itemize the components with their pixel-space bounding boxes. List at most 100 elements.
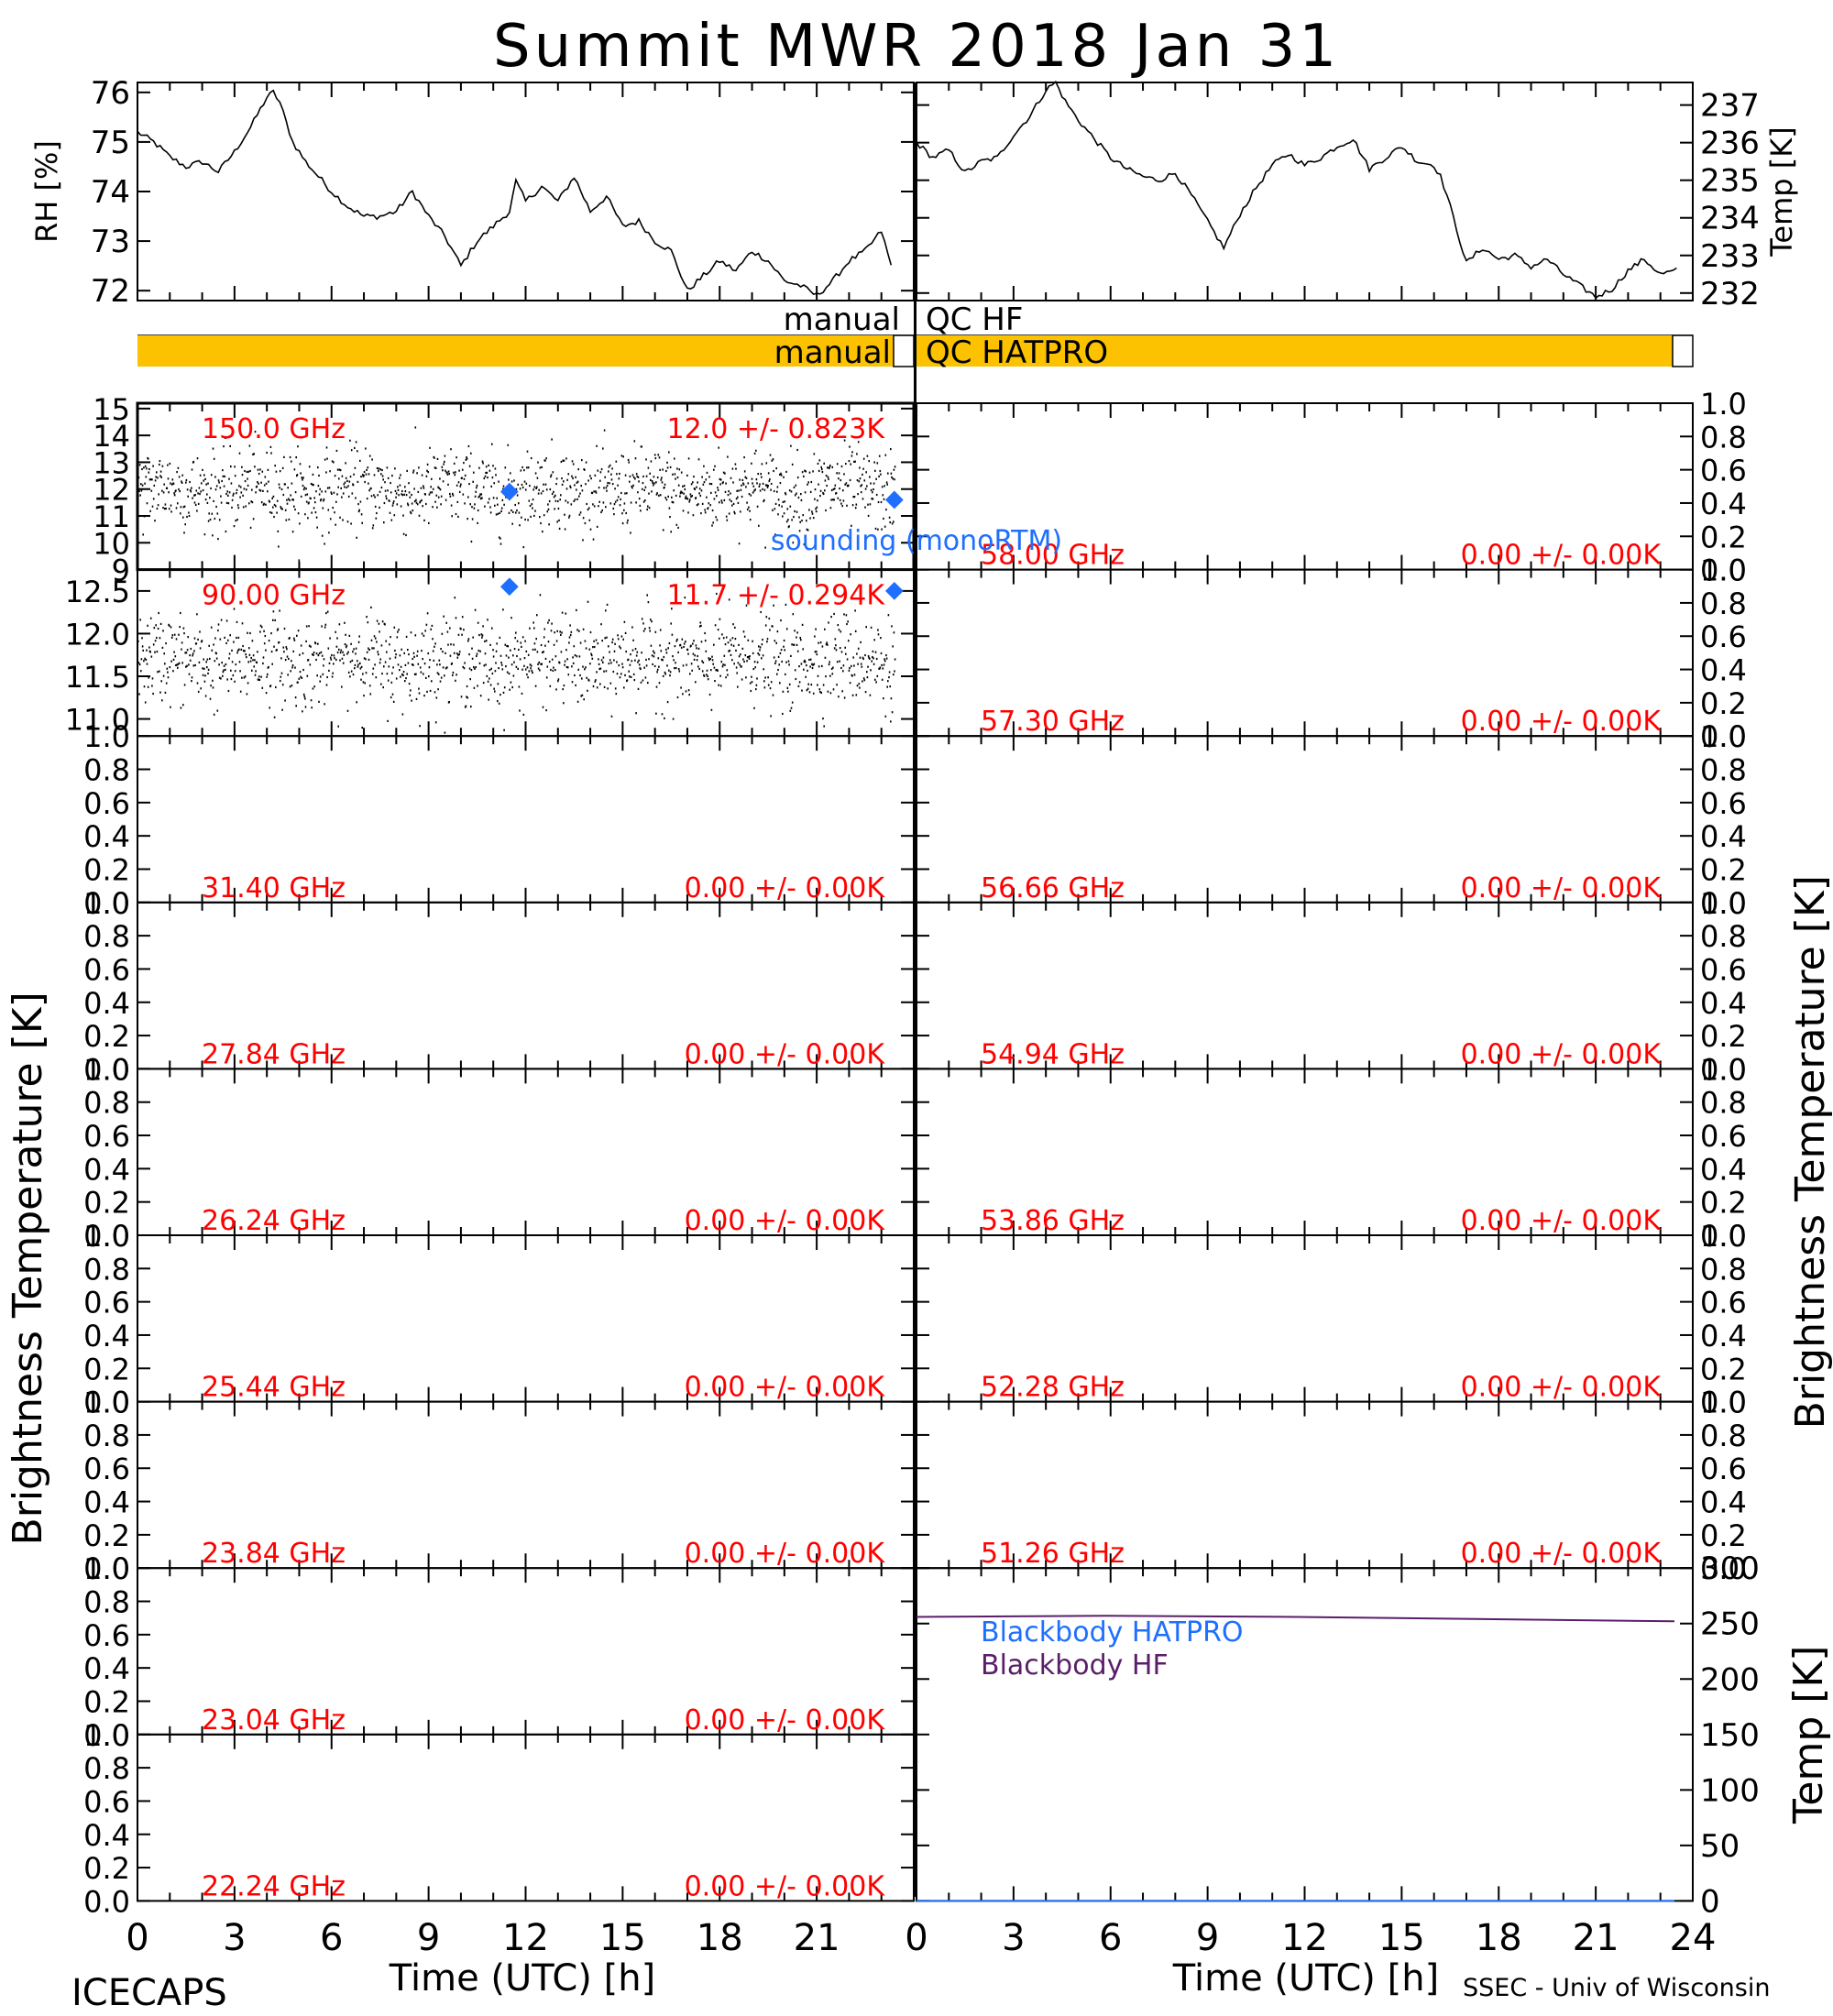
tb-scatter-point xyxy=(443,463,445,466)
tb-scatter-point xyxy=(611,638,614,641)
tb-scatter-point xyxy=(623,686,625,689)
tb-scatter-point xyxy=(682,693,684,696)
tb-scatter-point xyxy=(719,483,721,486)
tb-scatter-1 xyxy=(137,592,896,734)
tb-scatter-point xyxy=(597,469,599,472)
tb-scatter-point xyxy=(627,519,629,521)
tb-scatter-point xyxy=(215,652,217,655)
tb-scatter-point xyxy=(329,656,332,659)
tb-scatter-point xyxy=(423,485,424,488)
tb-scatter-point xyxy=(347,651,349,653)
tb-left-axis-ytick-label: 0.6 xyxy=(83,1452,130,1486)
tb-scatter-point xyxy=(498,667,499,670)
tb-scatter-point xyxy=(154,520,156,522)
tb-scatter-point xyxy=(749,519,752,521)
tb-scatter-point xyxy=(154,640,157,642)
tb-scatter-point xyxy=(360,678,362,681)
tb-scatter-point xyxy=(280,657,282,660)
tb-scatter-point xyxy=(218,676,221,679)
tb-scatter-point xyxy=(467,496,469,499)
tb-scatter-point xyxy=(297,681,299,684)
tb-scatter-point xyxy=(394,649,396,652)
tb-scatter-point xyxy=(883,697,884,700)
tb-scatter-point xyxy=(220,619,223,621)
tb-scatter-point xyxy=(326,610,329,613)
tb-scatter-point xyxy=(451,515,453,518)
tb-scatter-point xyxy=(239,690,242,693)
tb-scatter-point xyxy=(630,675,632,678)
tb-scatter-point xyxy=(582,665,584,668)
tb-scatter-point xyxy=(785,491,786,495)
tb-scatter-point xyxy=(714,680,716,683)
tb-scatter-point xyxy=(483,477,486,480)
tb-scatter-point xyxy=(824,489,826,492)
tb-scatter-point xyxy=(163,483,165,486)
tb-scatter-point xyxy=(292,499,294,501)
tb-scatter-point xyxy=(493,482,495,485)
tb-scatter-point xyxy=(721,501,723,504)
tb-scatter-point xyxy=(575,684,576,686)
tb-scatter-point xyxy=(555,640,558,642)
tb-scatter-point xyxy=(455,617,457,619)
tb-scatter-point xyxy=(525,482,528,485)
tb-scatter-point xyxy=(652,663,653,666)
tb-scatter-point xyxy=(199,647,202,650)
tb-scatter-point xyxy=(499,636,501,639)
tb-scatter-point xyxy=(564,663,565,666)
tb-scatter-point xyxy=(463,629,465,631)
tb-scatter-point xyxy=(427,652,429,655)
tb-scatter-point xyxy=(314,511,317,514)
tb-scatter-point xyxy=(167,676,170,679)
tb-scatter-point xyxy=(365,473,368,476)
tb-scatter-point xyxy=(803,668,805,671)
tb-scatter-point xyxy=(545,676,548,679)
tb-scatter-point xyxy=(783,476,785,478)
tb-scatter-point xyxy=(759,646,762,649)
tb-scatter-point xyxy=(259,630,261,633)
tb-scatter-point xyxy=(429,659,431,662)
tb-scatter-point xyxy=(466,696,468,699)
tb-scatter-point xyxy=(455,512,457,516)
tb-scatter-point xyxy=(829,674,831,677)
tb-scatter-point xyxy=(608,466,610,468)
tb-scatter-point xyxy=(566,478,568,481)
tb-scatter-point xyxy=(400,675,401,678)
tb-scatter-point xyxy=(764,624,767,627)
tb-scatter-point xyxy=(612,507,615,510)
tb-scatter-point xyxy=(751,462,752,465)
tb-scatter-point xyxy=(814,498,816,500)
tb-scatter-point xyxy=(840,479,842,482)
tb-scatter-point xyxy=(880,500,883,504)
tb-scatter-point xyxy=(199,492,201,496)
tb-scatter-point xyxy=(273,515,275,519)
tb-scatter-point xyxy=(642,622,644,625)
tb-scatter-point xyxy=(430,486,432,488)
tb-scatter-point xyxy=(873,663,875,665)
tb-scatter-point xyxy=(730,653,732,656)
tb-scatter-point xyxy=(362,474,364,477)
x-tick-label-left: 21 xyxy=(794,1917,840,1959)
tb-scatter-point xyxy=(503,503,505,506)
tb-scatter-point xyxy=(399,484,401,487)
tb-scatter-point xyxy=(882,667,884,670)
tb-scatter-point xyxy=(794,669,796,672)
tb-scatter-point xyxy=(835,491,838,495)
tb-scatter-point xyxy=(553,496,555,499)
tb-scatter-point xyxy=(661,477,663,479)
tb-scatter-point xyxy=(437,688,439,691)
tb-left-axis-ytick-label: 1.0 xyxy=(83,1718,130,1753)
tb-scatter-point xyxy=(143,466,145,469)
tb-scatter-point xyxy=(214,476,216,478)
tb-scatter-point xyxy=(440,503,442,506)
tb-scatter-point xyxy=(456,456,457,459)
tb-scatter-point xyxy=(720,499,723,502)
tb-freq-label: 52.28 GHz xyxy=(981,1372,1125,1404)
tb-scatter-point xyxy=(421,499,423,502)
x-tick-label-left: 9 xyxy=(417,1917,440,1959)
tb-scatter-point xyxy=(276,649,278,652)
tb-scatter-point xyxy=(158,493,159,496)
tb-scatter-point xyxy=(284,483,286,486)
tb-scatter-point xyxy=(765,616,768,619)
tb-scatter-point xyxy=(213,713,215,716)
tb-scatter-point xyxy=(671,496,673,499)
